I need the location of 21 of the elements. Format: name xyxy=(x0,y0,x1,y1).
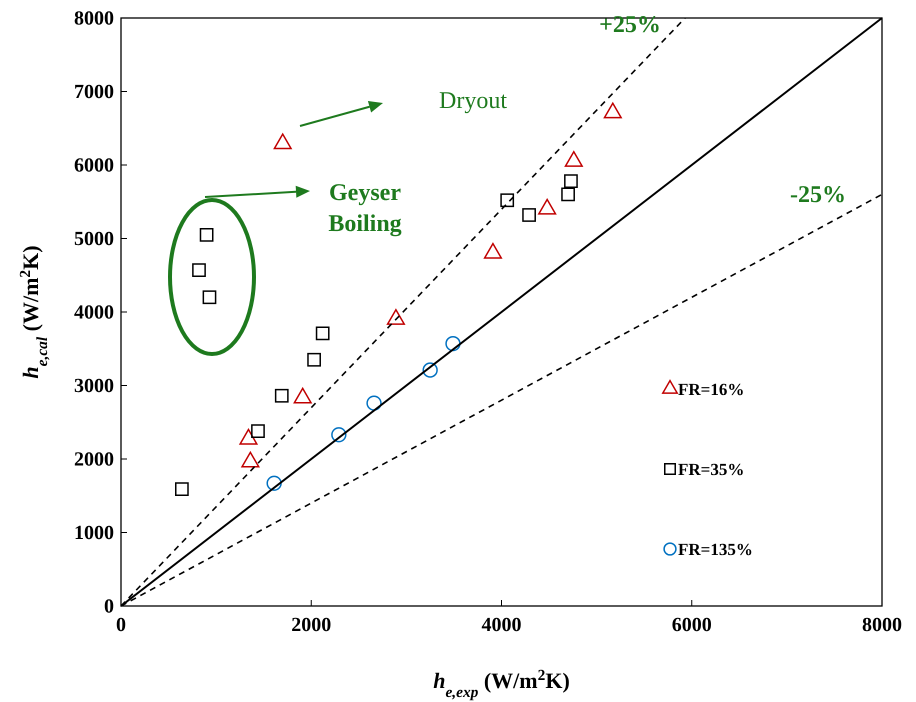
x-tick-label: 6000 xyxy=(672,614,712,636)
y-tick-label: 3000 xyxy=(74,374,114,397)
y-tick-label: 0 xyxy=(104,595,114,618)
x-axis-title: h$_{e,exp}$ (W/m$^{2}$K) xyxy=(433,666,570,700)
annotation: Dryout xyxy=(439,88,508,114)
y-tick-label: 4000 xyxy=(74,301,114,324)
x-tick-label: 4000 xyxy=(482,614,522,636)
y-tick-label: 6000 xyxy=(74,154,114,176)
legend-label: FR=16% xyxy=(678,380,744,399)
annotation: -25% xyxy=(790,182,846,208)
legend-label: FR=35% xyxy=(678,460,744,479)
annotation: Geyser Boiling xyxy=(328,180,402,238)
y-tick-label: 5000 xyxy=(74,228,114,250)
annotation: +25% xyxy=(599,12,661,38)
y-tick-label: 2000 xyxy=(74,448,114,470)
y-tick-label: 1000 xyxy=(74,522,114,544)
x-tick-label: 8000 xyxy=(862,614,902,636)
y-tick-label: 7000 xyxy=(74,80,114,103)
x-tick-label: 2000 xyxy=(291,614,332,636)
legend-label: FR=135% xyxy=(678,540,753,559)
y-tick-label: 8000 xyxy=(74,7,114,30)
